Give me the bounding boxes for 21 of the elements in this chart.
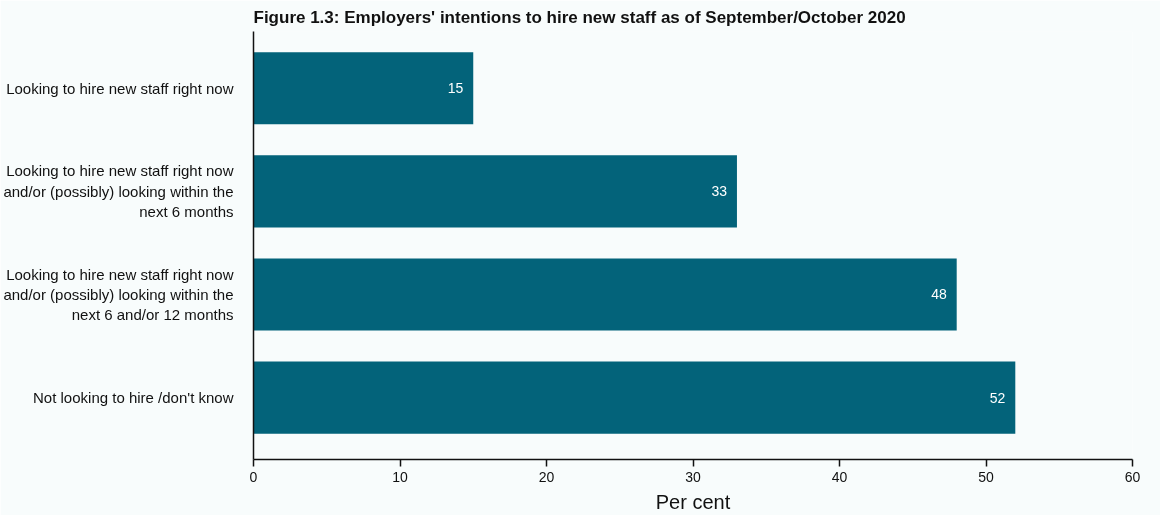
x-tick-label: 60 [1124,468,1141,485]
x-tick-label: 10 [392,468,408,485]
bar [253,258,957,331]
data-label: 48 [931,286,947,303]
bar [253,361,1016,434]
y-tick-label: Looking to hire new staff right now and/or (possibly) looking within the next 6 and/or 12 months [3,265,234,324]
y-tick-label: Not looking to hire /don't know [33,389,234,407]
y-tick-label: Looking to hire new staff right now and/or (possibly) looking within the next 6 months [3,162,234,221]
data-label: 52 [989,389,1006,406]
x-tick-label: 0 [249,468,258,485]
bar [253,155,737,228]
chart-title: Figure 1.3: Employers' intentions to hire new staff as of September/October 2020 [253,7,906,27]
x-tick-label: 30 [685,468,701,485]
x-tick-label: 20 [538,468,555,485]
data-label: 15 [447,80,464,97]
x-tick-label: 50 [978,468,994,485]
x-tick-label: 40 [831,468,848,485]
bar [253,52,474,125]
x-axis-title: Per cent [655,490,731,513]
data-label: 33 [711,183,728,200]
y-tick-label: Looking to hire new staff right now [6,79,234,97]
